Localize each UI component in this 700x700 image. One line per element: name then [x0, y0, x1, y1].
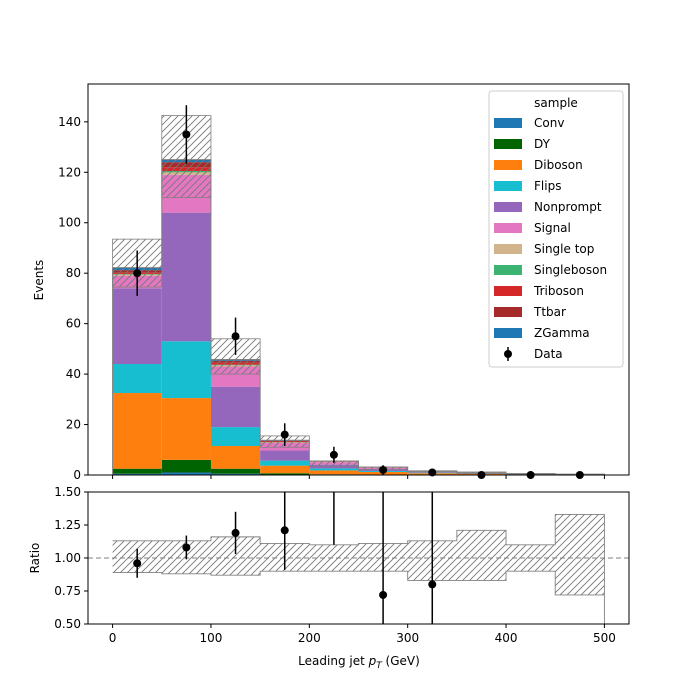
ratio-point [133, 559, 142, 568]
bar-segment [112, 393, 162, 469]
bar-segment [260, 473, 310, 475]
ratio-points [133, 475, 437, 624]
data-point [280, 430, 289, 439]
legend-data-marker [504, 350, 512, 358]
bar-segment [309, 470, 359, 475]
x-tick-label: 500 [593, 631, 616, 645]
series-nonprompt [112, 212, 605, 475]
legend-swatch [494, 244, 522, 254]
legend-label: Nonprompt [534, 200, 602, 214]
ratio-y-tick-label: 0.50 [54, 617, 81, 631]
data-point [329, 450, 338, 459]
y-tick-label: 20 [66, 418, 81, 432]
legend-swatch [494, 160, 522, 170]
legend: sample Conv DY Diboson Flips Nonprompt Signal S… [488, 90, 624, 368]
legend-swatch [494, 202, 522, 212]
x-tick-label: 100 [200, 631, 223, 645]
x-tick-label: 300 [396, 631, 419, 645]
legend-title: sample [534, 96, 578, 110]
data-point [428, 468, 437, 477]
legend-swatch [494, 223, 522, 233]
legend-label: Conv [534, 116, 564, 130]
ratio-y-tick-label: 0.75 [54, 584, 81, 598]
series-diboson [112, 393, 605, 475]
main-panel: 0 20 40 60 80 100 120 140 [58, 83, 630, 482]
bar-segment [260, 450, 310, 461]
legend-swatch [494, 118, 522, 128]
legend-label: DY [534, 137, 551, 151]
bar-segment [112, 364, 162, 394]
ratio-point [330, 475, 338, 483]
legend-label: ZGamma [534, 326, 590, 340]
ratio-point [280, 526, 289, 535]
ratio-point [231, 528, 240, 537]
ratio-point [428, 580, 437, 589]
bar-segment [161, 472, 211, 475]
y-tick-label: 0 [73, 468, 81, 482]
legend-swatch [494, 181, 522, 191]
legend-label: Triboson [533, 284, 584, 298]
bar-segment [161, 341, 211, 399]
y-tick-label: 40 [66, 367, 81, 381]
x-axis-label: Leading jet pT (GeV) [298, 654, 420, 671]
ratio-y-tick-label: 1.50 [54, 485, 81, 499]
y-tick-label: 100 [58, 216, 81, 230]
series-dy [112, 459, 507, 475]
legend-label: Ttbar [533, 305, 566, 319]
ratio-y-tick-label: 1.00 [54, 551, 81, 565]
ratio-y-axis-label: Ratio [28, 543, 42, 574]
data-point [379, 465, 388, 474]
legend-swatch [494, 265, 522, 275]
ratio-uncertainty-band [456, 530, 507, 581]
bar-segment [112, 473, 162, 475]
legend-label: Flips [534, 179, 561, 193]
y-tick-label: 60 [66, 317, 81, 331]
legend-swatch [494, 139, 522, 149]
ratio-uncertainty-band [555, 514, 605, 595]
series-flips [112, 341, 605, 475]
bar-segment [112, 288, 162, 365]
y-tick-label: 140 [58, 115, 81, 129]
legend-swatch [494, 328, 522, 338]
bar-segment [161, 459, 211, 473]
bar-segment [210, 427, 261, 446]
bar-segment [260, 460, 310, 466]
y-tick-label: 120 [58, 165, 81, 179]
ratio-y-tick-label: 1.25 [54, 518, 81, 532]
bar-segment [210, 468, 261, 474]
top-y-axis-label: Events [32, 260, 46, 301]
ratio-band-lower-edge [112, 570, 605, 596]
bar-segment [210, 386, 261, 428]
bar-segment [210, 445, 261, 469]
bar-segment [309, 468, 359, 471]
data-point [231, 332, 240, 341]
bar-segment [309, 474, 359, 475]
legend-label: Signal [534, 221, 571, 235]
bar-segment [210, 473, 261, 475]
legend-swatch [494, 286, 522, 296]
legend-label: Data [534, 347, 563, 361]
data-point [182, 130, 191, 139]
bar-segment [260, 465, 310, 474]
legend-label: Single top [534, 242, 594, 256]
ratio-panel: 0.50 0.75 1.00 1.25 1.50 0 100 200 300 400 500 [54, 475, 630, 645]
bar-segment [161, 398, 211, 460]
x-tick-label: 400 [495, 631, 518, 645]
y-tick-label: 80 [66, 266, 81, 280]
legend-label: Diboson [534, 158, 583, 172]
ratio-point [379, 590, 388, 599]
legend-box [488, 90, 624, 368]
bar-segment [112, 468, 162, 474]
data-point [133, 269, 142, 278]
legend-label: Singleboson [534, 263, 607, 277]
main-axes-frame [87, 83, 630, 476]
x-tick-label: 200 [298, 631, 321, 645]
bar-segment [161, 212, 211, 342]
ratio-uncertainty-band [309, 544, 359, 572]
x-tick-label: 0 [109, 631, 117, 645]
legend-swatch [494, 307, 522, 317]
ratio-point [182, 543, 191, 552]
